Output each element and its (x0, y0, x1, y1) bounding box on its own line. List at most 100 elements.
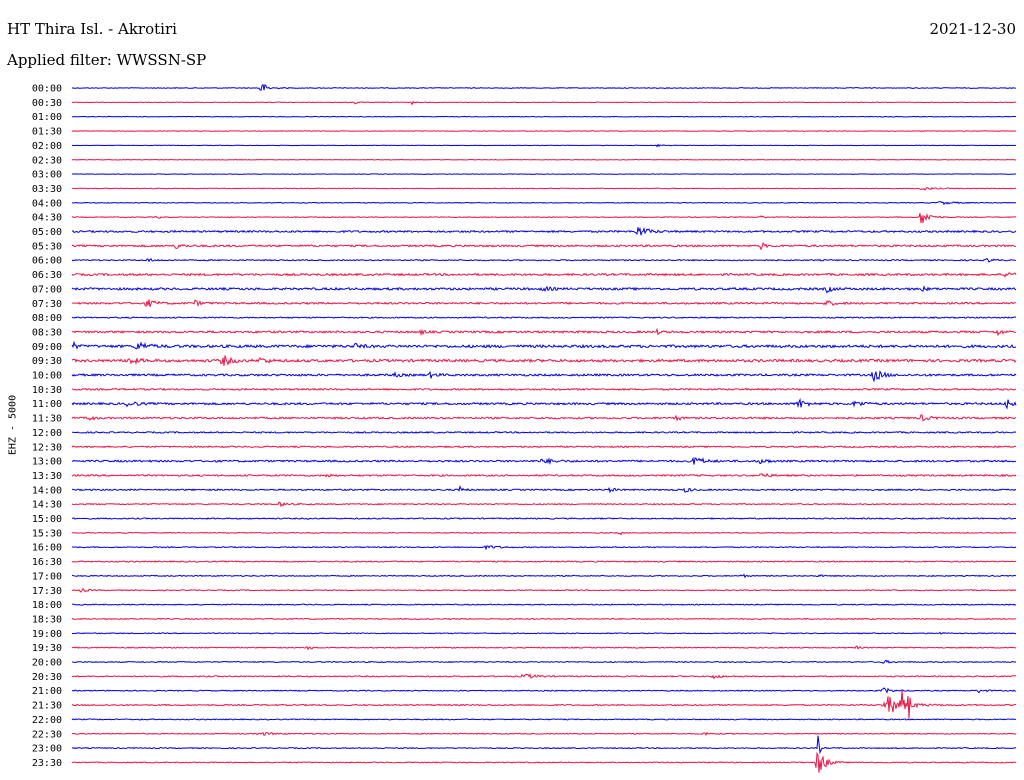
trace-line (71, 587, 1017, 593)
trace-line (71, 397, 1017, 410)
time-label: 13:30 (32, 471, 62, 482)
time-label: 07:30 (32, 299, 62, 310)
trace-line (71, 186, 1017, 191)
trace-line (71, 731, 1017, 736)
trace-line (71, 143, 1017, 148)
trace-line (71, 213, 1017, 224)
time-label: 14:30 (32, 500, 62, 511)
time-label: 11:00 (32, 399, 62, 410)
trace-line (71, 284, 1017, 294)
trace-line (71, 272, 1017, 278)
time-label: 16:00 (32, 543, 62, 554)
time-label: 15:00 (32, 514, 62, 525)
time-label: 23:00 (32, 744, 62, 755)
trace-line (71, 617, 1017, 621)
trace-line (71, 130, 1017, 132)
trace-line (71, 690, 1017, 719)
time-label: 07:00 (32, 284, 62, 295)
time-label: 10:00 (32, 371, 62, 382)
time-label: 08:00 (32, 313, 62, 324)
trace-line (71, 631, 1017, 635)
time-label: 02:30 (32, 155, 62, 166)
trace-line (71, 257, 1017, 263)
trace-line (71, 645, 1017, 651)
time-label: 04:00 (32, 198, 62, 209)
time-label: 05:30 (32, 241, 62, 252)
trace-line (71, 299, 1017, 308)
time-label: 19:30 (32, 643, 62, 654)
time-label: 10:30 (32, 385, 62, 396)
trace-line (71, 355, 1017, 366)
time-label: 18:00 (32, 600, 62, 611)
trace-line (71, 173, 1017, 175)
trace-line (71, 242, 1017, 251)
trace-line (71, 456, 1017, 466)
trace-line (71, 445, 1017, 449)
time-label: 06:30 (32, 270, 62, 281)
trace-line (71, 687, 1017, 694)
time-label: 12:00 (32, 428, 62, 439)
time-label: 13:00 (32, 457, 62, 468)
trace-line (71, 751, 1017, 773)
trace-line (71, 316, 1017, 319)
trace-line (71, 560, 1017, 563)
time-label: 17:30 (32, 586, 62, 597)
trace-line (71, 673, 1017, 680)
time-label: 22:00 (32, 715, 62, 726)
time-label: 11:30 (32, 414, 62, 425)
time-label: 21:30 (32, 701, 62, 712)
trace-line (71, 517, 1017, 520)
trace-line (71, 603, 1017, 606)
time-label: 22:30 (32, 729, 62, 740)
time-label: 00:30 (32, 98, 62, 109)
trace-line (71, 531, 1017, 536)
trace-line (71, 83, 1017, 91)
time-label: 05:00 (32, 227, 62, 238)
time-label: 19:00 (32, 629, 62, 640)
filter-label: Applied filter: WWSSN-SP (7, 51, 207, 69)
time-label: 20:30 (32, 672, 62, 683)
time-label: 00:00 (32, 84, 62, 95)
trace-line (71, 158, 1017, 161)
trace-line (71, 573, 1017, 579)
trace-line (71, 387, 1017, 391)
trace-line (71, 340, 1017, 350)
time-label: 20:00 (32, 658, 62, 669)
trace-line (71, 370, 1017, 383)
time-label: 03:30 (32, 184, 62, 195)
trace-line (71, 735, 1017, 755)
trace-line (71, 545, 1017, 551)
time-label: 06:00 (32, 256, 62, 267)
time-label: 12:30 (32, 442, 62, 453)
trace-line (71, 226, 1017, 236)
trace-line (71, 115, 1017, 118)
time-label: 09:30 (32, 356, 62, 367)
time-label: 15:30 (32, 528, 62, 539)
time-label: 09:00 (32, 342, 62, 353)
trace-line (71, 485, 1017, 494)
trace-line (71, 472, 1017, 478)
time-label: 01:00 (32, 112, 62, 123)
trace-line (71, 100, 1017, 106)
trace-line (71, 327, 1017, 337)
time-label: 23:30 (32, 758, 62, 769)
trace-line (71, 201, 1017, 206)
time-label: 18:30 (32, 614, 62, 625)
trace-line (71, 659, 1017, 664)
time-label: 08:30 (32, 327, 62, 338)
time-label: 01:30 (32, 127, 62, 138)
trace-line (71, 501, 1017, 508)
station-title: HT Thira Isl. - Akrotiri (7, 20, 177, 38)
trace-line (71, 414, 1017, 422)
trace-line (71, 430, 1017, 434)
trace-line (71, 718, 1017, 721)
record-date: 2021-12-30 (929, 20, 1016, 38)
time-label: 21:00 (32, 686, 62, 697)
time-label: 14:00 (32, 485, 62, 496)
time-label: 03:00 (32, 170, 62, 181)
time-label: 02:00 (32, 141, 62, 152)
time-label: 16:30 (32, 557, 62, 568)
time-label: 04:30 (32, 213, 62, 224)
time-label: 17:00 (32, 571, 62, 582)
